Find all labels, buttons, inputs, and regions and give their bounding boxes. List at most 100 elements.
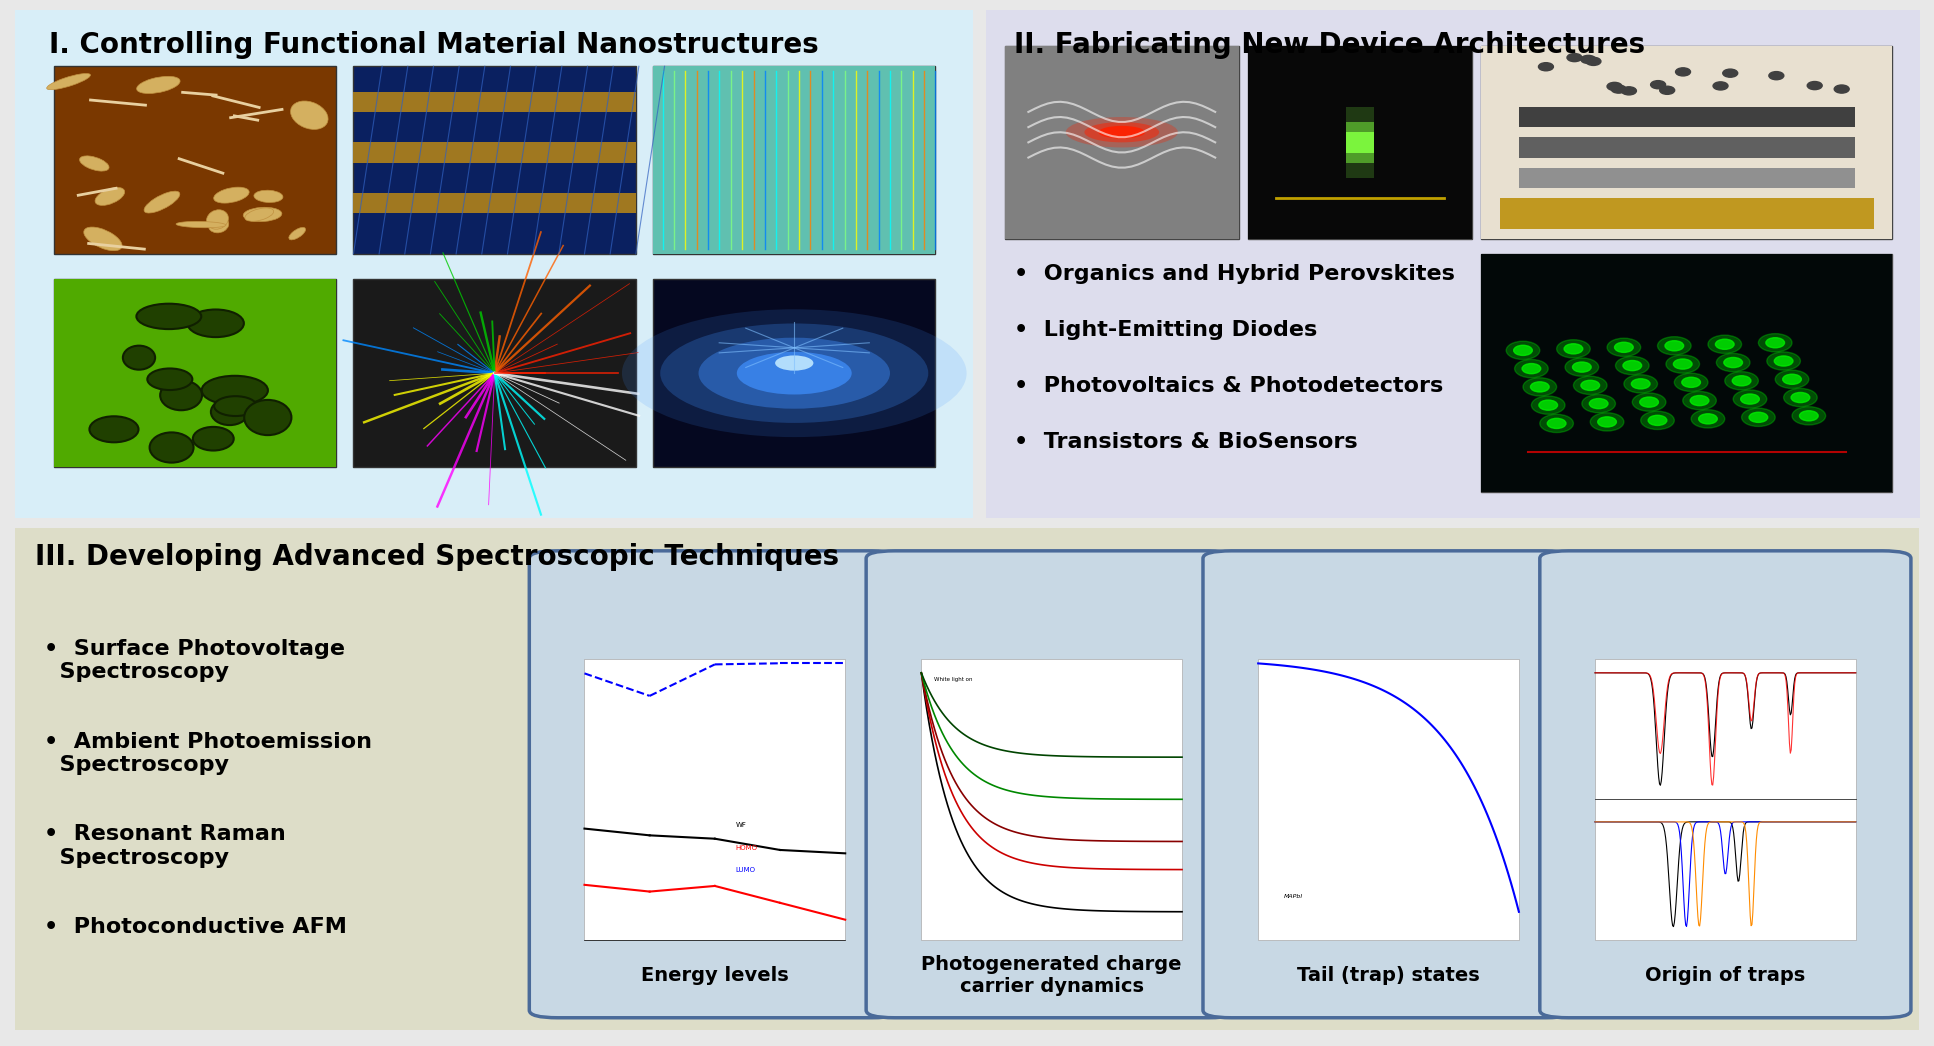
- Circle shape: [1514, 360, 1549, 378]
- Bar: [1501, 198, 1874, 229]
- FancyBboxPatch shape: [1596, 659, 1857, 940]
- Text: •  Photoconductive AFM: • Photoconductive AFM: [44, 917, 346, 937]
- Ellipse shape: [288, 227, 306, 240]
- Circle shape: [1783, 374, 1801, 384]
- FancyBboxPatch shape: [1481, 254, 1893, 493]
- Circle shape: [1675, 68, 1690, 76]
- Circle shape: [1532, 396, 1565, 414]
- Bar: [654, 66, 936, 254]
- Text: HOMO: HOMO: [735, 845, 758, 851]
- Circle shape: [1733, 376, 1750, 386]
- FancyBboxPatch shape: [0, 523, 1934, 1036]
- Circle shape: [1557, 340, 1590, 358]
- FancyBboxPatch shape: [1203, 551, 1574, 1018]
- Ellipse shape: [246, 208, 273, 222]
- Circle shape: [1650, 81, 1665, 89]
- Text: White light on: White light on: [934, 677, 973, 682]
- Circle shape: [1665, 341, 1685, 350]
- Text: •  Surface Photovoltage
  Spectroscopy: • Surface Photovoltage Spectroscopy: [44, 639, 344, 682]
- Circle shape: [1773, 356, 1793, 366]
- Circle shape: [1715, 354, 1750, 371]
- Circle shape: [1690, 395, 1710, 406]
- FancyBboxPatch shape: [1539, 551, 1911, 1018]
- FancyBboxPatch shape: [654, 279, 936, 467]
- Bar: [1346, 122, 1373, 163]
- Ellipse shape: [244, 400, 292, 435]
- Circle shape: [1632, 379, 1650, 389]
- Ellipse shape: [1085, 122, 1158, 142]
- Ellipse shape: [290, 101, 329, 130]
- Circle shape: [1507, 341, 1539, 360]
- Text: Origin of traps: Origin of traps: [1646, 965, 1806, 984]
- Circle shape: [1607, 83, 1623, 90]
- Ellipse shape: [161, 380, 201, 410]
- Circle shape: [1675, 373, 1708, 391]
- Circle shape: [1768, 351, 1801, 370]
- Circle shape: [1615, 342, 1632, 353]
- Circle shape: [1611, 85, 1626, 93]
- FancyBboxPatch shape: [1006, 46, 1238, 238]
- Ellipse shape: [83, 227, 122, 251]
- FancyBboxPatch shape: [1247, 46, 1472, 238]
- Circle shape: [1565, 344, 1582, 354]
- FancyBboxPatch shape: [921, 659, 1182, 940]
- Circle shape: [1615, 357, 1650, 374]
- FancyBboxPatch shape: [584, 659, 845, 940]
- Circle shape: [1530, 382, 1549, 392]
- Bar: [1518, 167, 1855, 188]
- Ellipse shape: [253, 190, 282, 203]
- Text: •  Ambient Photoemission
  Spectroscopy: • Ambient Photoemission Spectroscopy: [44, 731, 371, 775]
- Ellipse shape: [1066, 117, 1178, 147]
- Ellipse shape: [147, 368, 191, 390]
- Text: LUMO: LUMO: [735, 867, 756, 873]
- Circle shape: [1580, 381, 1599, 390]
- Ellipse shape: [137, 76, 180, 93]
- Circle shape: [1766, 338, 1785, 348]
- Circle shape: [1690, 410, 1725, 428]
- Circle shape: [1683, 391, 1715, 410]
- Text: •  Transistors & BioSensors: • Transistors & BioSensors: [1013, 432, 1358, 452]
- Ellipse shape: [776, 356, 814, 370]
- Ellipse shape: [188, 310, 244, 337]
- Ellipse shape: [46, 73, 91, 90]
- Circle shape: [1714, 82, 1727, 90]
- Circle shape: [1793, 407, 1826, 425]
- Circle shape: [1748, 412, 1768, 423]
- Text: •  Organics and Hybrid Perovskites: • Organics and Hybrid Perovskites: [1013, 265, 1454, 285]
- Ellipse shape: [149, 432, 193, 462]
- Circle shape: [1590, 399, 1607, 409]
- Circle shape: [1683, 378, 1700, 387]
- Bar: [1346, 132, 1373, 153]
- Circle shape: [1547, 418, 1567, 429]
- Bar: [1481, 46, 1893, 238]
- Ellipse shape: [124, 345, 155, 369]
- Ellipse shape: [201, 376, 269, 405]
- Circle shape: [1791, 392, 1810, 403]
- FancyBboxPatch shape: [6, 5, 982, 523]
- Bar: [54, 279, 337, 467]
- Circle shape: [1783, 388, 1818, 407]
- Circle shape: [1567, 53, 1582, 62]
- Text: •  Light-Emitting Diodes: • Light-Emitting Diodes: [1013, 320, 1317, 340]
- FancyBboxPatch shape: [866, 551, 1238, 1018]
- Circle shape: [1580, 55, 1596, 64]
- Circle shape: [1723, 358, 1743, 367]
- Ellipse shape: [89, 416, 139, 442]
- Ellipse shape: [207, 210, 228, 229]
- Circle shape: [1657, 337, 1690, 355]
- Bar: [1006, 46, 1238, 238]
- Text: III. Developing Advanced Spectroscopic Techniques: III. Developing Advanced Spectroscopic T…: [35, 543, 839, 571]
- Bar: [1518, 107, 1855, 128]
- Ellipse shape: [737, 351, 851, 394]
- FancyBboxPatch shape: [354, 279, 636, 467]
- Ellipse shape: [137, 303, 201, 329]
- Ellipse shape: [211, 399, 248, 425]
- Circle shape: [1539, 414, 1574, 433]
- Circle shape: [1708, 335, 1743, 354]
- Bar: [354, 92, 636, 112]
- Ellipse shape: [698, 338, 890, 409]
- FancyBboxPatch shape: [54, 66, 337, 254]
- Text: Photogenerated charge
carrier dynamics: Photogenerated charge carrier dynamics: [921, 955, 1182, 996]
- Ellipse shape: [244, 207, 282, 222]
- Ellipse shape: [176, 222, 226, 228]
